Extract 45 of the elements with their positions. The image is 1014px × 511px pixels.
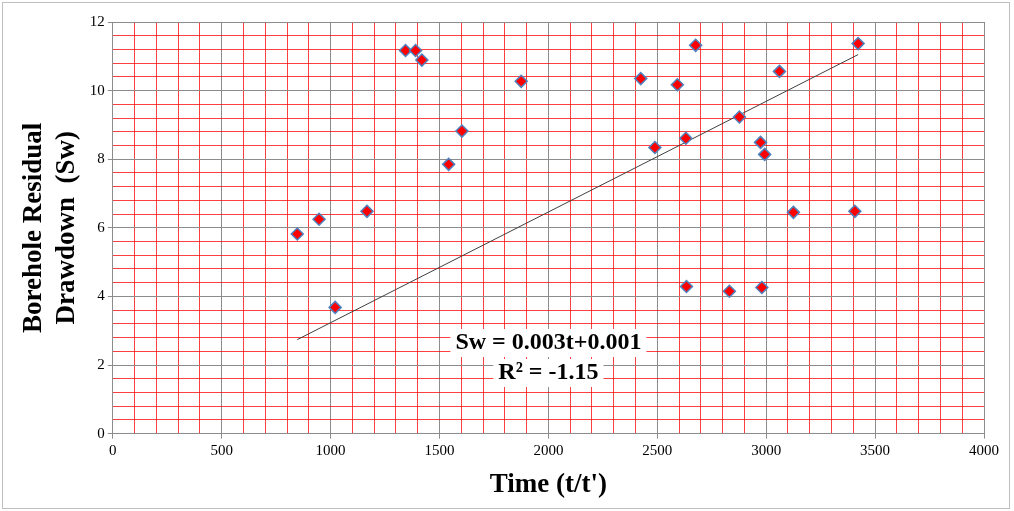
y-tick-label: 4 [97, 287, 106, 304]
point [679, 131, 693, 146]
point [772, 64, 787, 79]
point [290, 227, 305, 241]
point [441, 157, 456, 172]
y-tick-label: 10 [89, 81, 105, 98]
x-tick-label: 500 [210, 441, 233, 458]
point [757, 147, 772, 162]
point [328, 300, 342, 315]
x-tick-label: 1500 [424, 441, 455, 458]
point [688, 38, 703, 53]
point [312, 212, 326, 226]
y-tick-label: 8 [97, 150, 105, 167]
point [398, 43, 413, 58]
x-tick-label: 3500 [860, 441, 891, 458]
y-axis-title: Borehole Residual Drawdown (Sw) [17, 122, 80, 333]
point [415, 53, 429, 67]
point [408, 43, 423, 58]
x-tick-label: 2000 [533, 441, 564, 458]
x-tick-label: 0 [109, 441, 117, 458]
point [679, 279, 694, 294]
y-tick-label: 12 [89, 12, 105, 29]
y-tick-label: 0 [97, 424, 105, 441]
y-tick-label: 2 [97, 355, 105, 372]
x-tick-label: 4000 [969, 441, 999, 458]
x-tick-label: 3000 [751, 441, 782, 458]
x-tick-label: 2500 [642, 441, 673, 458]
point [360, 204, 374, 219]
x-axis-title: Time (t/t') [489, 467, 608, 498]
point [851, 36, 865, 51]
point [755, 280, 769, 295]
annotation: Sw = 0.003t+0.001 [455, 328, 642, 355]
x-tick-label: 1000 [315, 441, 346, 458]
point [514, 74, 528, 89]
point [634, 71, 648, 86]
point [722, 284, 737, 299]
point [786, 205, 801, 220]
annotation: R² = -1.15 [498, 358, 599, 385]
point [455, 124, 469, 138]
point [732, 110, 747, 124]
point [648, 140, 662, 155]
point [670, 78, 685, 92]
point [848, 204, 862, 219]
y-tick-label: 6 [97, 218, 106, 235]
point [753, 135, 768, 150]
